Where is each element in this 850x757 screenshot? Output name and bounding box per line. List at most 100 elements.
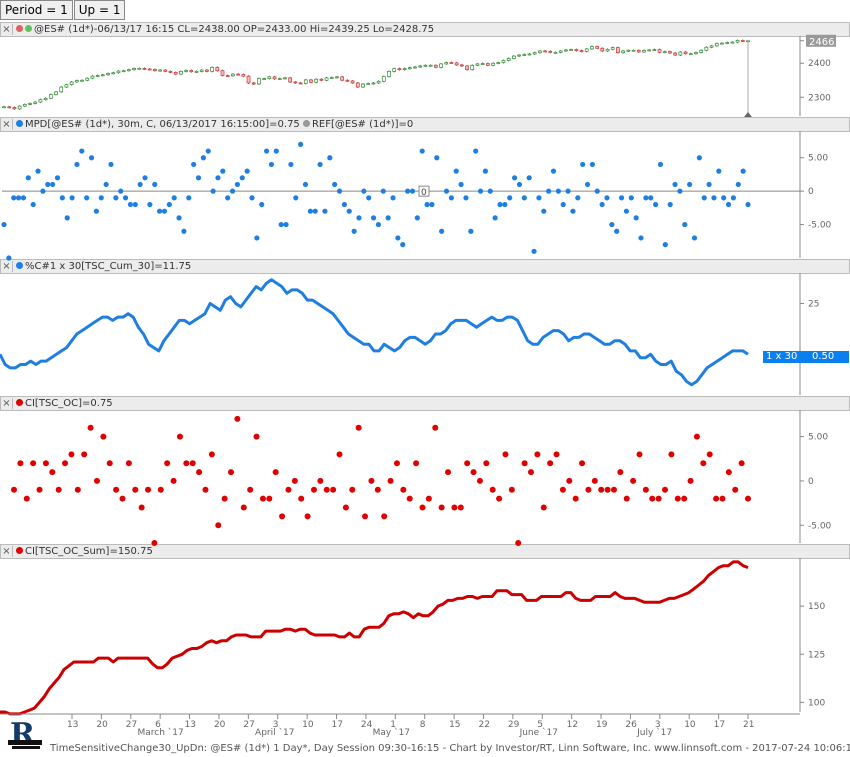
tsc-oc-point <box>342 504 349 511</box>
badge-value: 0.50 <box>812 351 835 362</box>
price-candle <box>345 79 350 82</box>
mpd-point <box>312 208 318 214</box>
tsc-oc-point <box>285 486 292 493</box>
tsc-oc-point <box>483 460 490 467</box>
mpd-point <box>380 188 386 194</box>
tsc-oc-point <box>62 460 69 467</box>
mpd-point <box>88 155 95 161</box>
tsc-oc-point <box>636 451 643 458</box>
tsc-oc-point <box>662 486 669 493</box>
tsc-oc-point <box>547 460 554 467</box>
tsc-oc-point <box>23 495 30 502</box>
mpd-point <box>691 235 698 241</box>
tab-up[interactable]: Up = 1 <box>73 0 126 20</box>
mpd-point <box>429 201 435 208</box>
mpd-point <box>132 201 138 208</box>
price-candle <box>335 76 339 79</box>
tsc-oc-point <box>49 469 56 476</box>
price-candle <box>288 77 293 83</box>
tsc-oc-point <box>508 486 515 493</box>
tab-period[interactable]: Period = 1 <box>0 0 73 20</box>
pane-title: @ES# (1d*)-06/13/17 16:15 CL=2438.00 OP=… <box>34 24 435 35</box>
mpd-point <box>400 242 406 248</box>
price-candle <box>501 60 506 63</box>
price-candle <box>371 82 376 85</box>
price-candle <box>54 91 58 95</box>
price-candle <box>267 76 272 79</box>
tsc-oc-point <box>87 424 94 431</box>
tsc-oc-point <box>36 486 43 493</box>
mpd-point <box>254 235 260 241</box>
mpd-point <box>468 228 474 234</box>
mpd-point <box>268 161 275 168</box>
mpd-point <box>497 201 503 208</box>
tsc-oc-point <box>106 460 113 467</box>
mpd-point <box>687 181 693 188</box>
price-candle <box>48 94 53 99</box>
mpd-point <box>147 201 153 208</box>
mpd-point <box>103 181 109 188</box>
price-candle <box>298 82 303 85</box>
price-candle <box>407 67 412 70</box>
tsc-oc-point <box>323 486 330 493</box>
price-candle <box>735 40 740 43</box>
mpd-point <box>361 188 367 194</box>
mpd-point <box>507 195 513 201</box>
close-icon[interactable]: × <box>1 261 13 272</box>
mpd-point <box>385 215 391 221</box>
tsc-oc-point <box>400 486 407 493</box>
close-icon[interactable]: × <box>1 24 13 35</box>
mpd-point <box>526 175 532 181</box>
mpd-point <box>25 175 31 181</box>
mpd-point <box>531 248 537 254</box>
mpd-point <box>11 195 17 201</box>
mpd-point <box>677 188 683 194</box>
tsc-oc-point <box>387 477 394 484</box>
tsc-oc-point <box>457 504 464 511</box>
x-tick-label: 15 <box>449 720 460 730</box>
tsc-oc-point <box>208 451 215 458</box>
price-candle <box>153 69 157 72</box>
close-icon[interactable]: × <box>1 398 13 409</box>
mpd-point <box>288 161 294 168</box>
mpd-point <box>40 188 46 194</box>
dot-icon <box>16 547 23 554</box>
mpd-point <box>259 201 265 208</box>
price-candle <box>12 107 17 110</box>
price-candle <box>215 66 220 72</box>
price-candle <box>158 69 162 72</box>
price-candle <box>647 49 651 52</box>
close-icon[interactable]: × <box>1 546 13 557</box>
tsc-oc-point <box>617 469 624 476</box>
tsc-oc-point <box>553 451 560 458</box>
price-candle <box>293 81 298 84</box>
price-candle <box>704 46 709 51</box>
tsc-oc-point <box>579 460 586 467</box>
footer-text: TimeSensitiveChange30_UpDn: @ES# (1d*) 1… <box>50 743 850 754</box>
mpd-point <box>137 181 143 188</box>
tsc-oc-point <box>674 495 681 502</box>
mpd-point <box>395 235 401 241</box>
tsc-oc-point <box>221 495 228 502</box>
tsc-oc-point <box>183 460 190 467</box>
tsc-oc-point <box>266 495 273 502</box>
x-tick-label: 17 <box>714 720 725 730</box>
mpd-point <box>332 181 338 188</box>
price-candle <box>309 79 313 83</box>
x-tick-label: 5 <box>537 720 543 730</box>
tsc-oc-point <box>438 504 445 511</box>
price-candle <box>121 70 126 73</box>
mpd-point <box>366 195 372 201</box>
price-candle <box>246 75 251 84</box>
mpd-point <box>234 181 241 188</box>
tsc-oc-point <box>489 486 496 493</box>
mpd-point <box>594 188 600 194</box>
mpd-point <box>502 201 508 208</box>
mpd-point <box>628 195 634 201</box>
mpd-point <box>152 181 158 188</box>
mpd-point <box>667 201 673 208</box>
price-candle <box>179 71 183 75</box>
mpd-point <box>220 168 226 174</box>
close-icon[interactable]: × <box>1 119 13 130</box>
